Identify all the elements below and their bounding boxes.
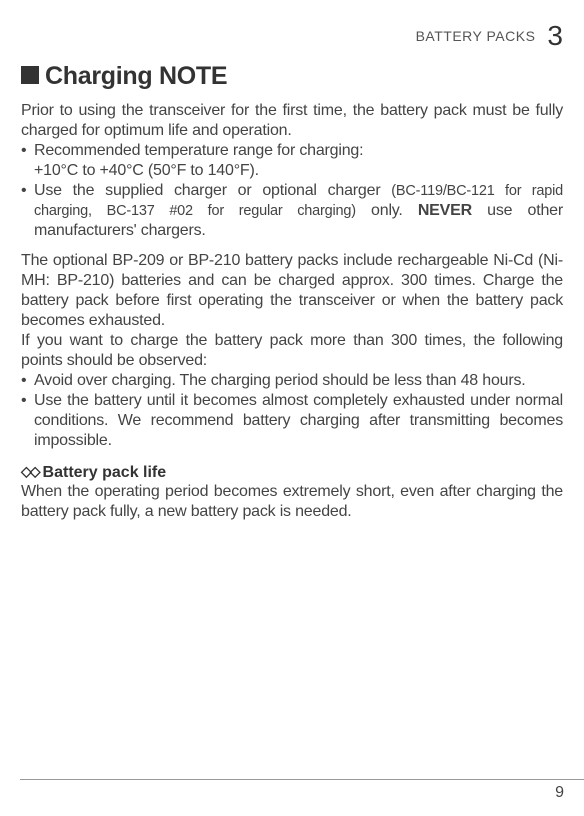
bullet-text: Avoid over charging. The charging period… [34, 371, 563, 391]
subheading-text: Battery pack life [43, 464, 167, 481]
bullet-dot-icon: • [21, 141, 34, 181]
subheading: ◇◇Battery pack life [21, 463, 563, 482]
page-number: 9 [555, 784, 564, 802]
bullet-list-1: • Recommended temperature range for char… [21, 141, 563, 241]
bullet-list-2: • Avoid over charging. The charging peri… [21, 371, 563, 451]
paragraph-text: The optional BP-209 or BP-210 battery pa… [21, 252, 563, 329]
bullet-dot-icon: • [21, 391, 34, 451]
bullet-text: only. [356, 202, 418, 219]
list-item: • Recommended temperature range for char… [21, 141, 563, 181]
bullet-text: Recommended temperature range for chargi… [34, 142, 363, 159]
bullet-dot-icon: • [21, 371, 34, 391]
footer-divider [20, 779, 584, 780]
bullet-text: +10°C to +40°C (50°F to 140°F). [34, 162, 259, 179]
paragraph-text: If you want to charge the battery pack m… [21, 332, 563, 369]
list-item: • Avoid over charging. The charging peri… [21, 371, 563, 391]
chapter-number: 3 [547, 20, 563, 52]
paragraph: The optional BP-209 or BP-210 battery pa… [21, 251, 563, 371]
list-item: • Use the battery until it becomes almos… [21, 391, 563, 451]
bullet-text: Use the battery until it becomes almost … [34, 391, 563, 451]
bullet-text-bold: NEVER [418, 202, 472, 219]
page-header: BATTERY PACKS 3 [21, 20, 563, 52]
bullet-dot-icon: • [21, 181, 34, 241]
square-bullet-icon [21, 66, 39, 84]
section-label: BATTERY PACKS [416, 28, 536, 44]
page-title: Charging NOTE [21, 62, 563, 91]
title-text: Charging NOTE [45, 62, 227, 90]
diamond-icon: ◇◇ [21, 463, 39, 479]
intro-paragraph: Prior to using the transceiver for the f… [21, 101, 563, 141]
bullet-text: Use the supplied charger or optional cha… [34, 182, 391, 199]
list-item: • Use the supplied charger or optional c… [21, 181, 563, 241]
paragraph: When the operating period becomes extrem… [21, 482, 563, 522]
